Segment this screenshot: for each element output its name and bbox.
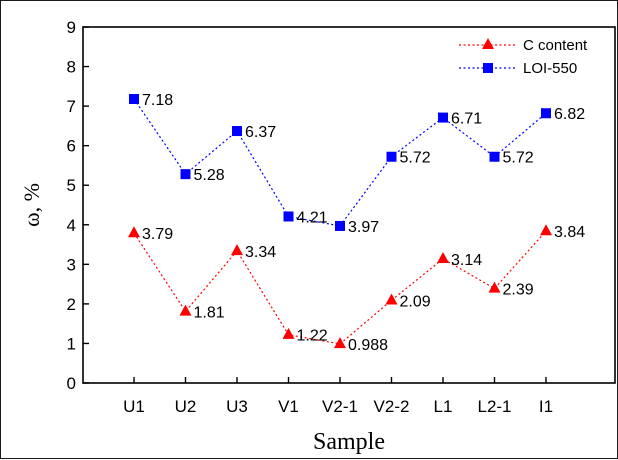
y-tick-label: 0 [67, 374, 76, 393]
legend-label: LOI-550 [523, 60, 577, 77]
data-point-triangle [179, 304, 192, 316]
data-label: 5.72 [400, 150, 431, 167]
series-loi-550: 7.18 5.28 6.37 4.21 3.97 5.72 6.71 5.72 6.82 [129, 92, 585, 236]
x-tick-label: I1 [539, 397, 553, 416]
series-line [133, 230, 547, 345]
data-point-triangle [282, 327, 295, 339]
y-tick-label: 4 [67, 216, 76, 235]
x-tick-label: V2-2 [374, 397, 410, 416]
x-tick-label: L2-1 [477, 397, 511, 416]
data-label: 3.14 [451, 252, 482, 269]
series-line [133, 98, 547, 227]
data-point-triangle [385, 293, 398, 305]
data-point-triangle [488, 281, 501, 293]
legend-marker-square [483, 63, 493, 73]
plot-frame [82, 26, 616, 384]
data-point-square [438, 112, 448, 123]
data-point-square [180, 169, 191, 180]
data-point-triangle [334, 337, 346, 349]
x-tick-label: V2-1 [322, 397, 358, 416]
x-tick-label: L1 [434, 397, 453, 416]
x-tick-label: U3 [226, 397, 248, 416]
data-point-square [129, 93, 139, 104]
legend: C content LOI-550 [459, 37, 588, 77]
legend-label: C content [523, 37, 588, 54]
data-label: 3.79 [142, 226, 173, 243]
data-label: 3.97 [348, 219, 379, 236]
y-tick-label: 3 [67, 255, 76, 274]
data-point-square [232, 126, 242, 137]
data-label: 6.82 [554, 106, 585, 123]
x-tick-label: V1 [278, 397, 299, 416]
data-label: 3.84 [554, 224, 585, 241]
x-axis-title: Sample [313, 429, 385, 455]
x-tick-label: U1 [123, 397, 145, 416]
series-c-content: 3.79 1.81 3.34 1.22 0.988 2.09 3.14 2.39 3.84 [128, 224, 585, 354]
data-label: 1.81 [194, 304, 225, 321]
data-point-square [541, 108, 551, 119]
x-tick-label: U2 [175, 397, 197, 416]
data-label: 4.21 [297, 209, 328, 226]
legend-marker-triangle [482, 38, 494, 49]
data-point-triangle [540, 224, 552, 236]
data-label: 5.28 [194, 167, 225, 184]
y-tick-label: 8 [67, 58, 76, 77]
data-label: 6.37 [245, 124, 276, 141]
y-tick-label: 1 [67, 334, 76, 353]
data-point-triangle [128, 226, 140, 238]
data-label: 0.988 [348, 337, 388, 354]
data-point-square [283, 211, 294, 222]
data-label: 2.39 [503, 281, 534, 298]
y-tick-label: 2 [67, 295, 76, 314]
data-point-square [335, 220, 345, 231]
data-label: 2.09 [400, 293, 431, 310]
data-label: 6.71 [451, 111, 482, 128]
y-tick-label: 9 [67, 18, 76, 37]
y-tick-label: 6 [67, 137, 76, 156]
data-label: 5.72 [503, 150, 534, 167]
y-tick-label: 5 [67, 176, 76, 195]
data-point-triangle [437, 251, 449, 263]
y-axis: 0 1 2 3 4 5 6 7 8 9 [67, 18, 89, 393]
data-label: 1.22 [297, 328, 328, 345]
series-layer: 3.791.813.341.220.9882.093.142.393.847.1… [128, 92, 585, 354]
y-tick-label: 7 [67, 97, 76, 116]
data-point-square [489, 151, 500, 162]
y-axis-title: ω, % [19, 183, 44, 227]
x-axis: U1 U2 U3 V1 V2-1 V2-2 L1 L2-1 I1 [123, 377, 553, 416]
data-label: 3.34 [245, 244, 276, 261]
data-point-triangle [231, 244, 243, 256]
data-label: 7.18 [142, 92, 173, 109]
data-point-square [386, 151, 397, 162]
